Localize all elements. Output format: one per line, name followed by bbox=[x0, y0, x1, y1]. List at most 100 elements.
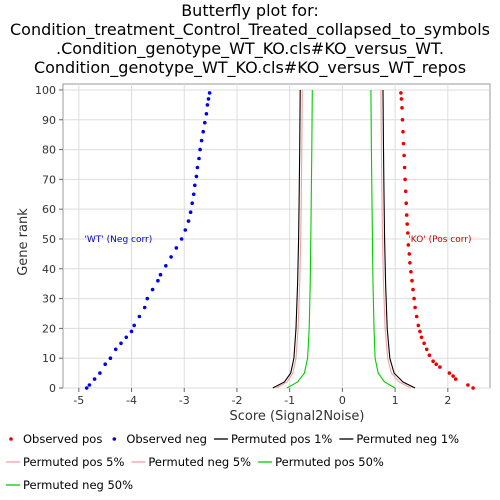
point-observed-pos bbox=[422, 341, 426, 346]
point-observed-pos bbox=[431, 359, 435, 364]
point-observed-neg bbox=[142, 305, 147, 310]
point-observed-neg bbox=[129, 329, 134, 334]
point-observed-pos bbox=[413, 305, 417, 310]
point-observed-neg bbox=[201, 129, 205, 134]
point-observed-neg bbox=[197, 156, 201, 161]
point-observed-neg bbox=[186, 219, 191, 223]
legend-marker-observed-neg bbox=[112, 437, 117, 441]
point-observed-pos bbox=[409, 270, 413, 274]
point-observed-neg bbox=[103, 362, 107, 367]
point-observed-pos bbox=[434, 362, 439, 367]
legend-label-permuted-pos-1-: Permuted pos 1% bbox=[231, 432, 332, 446]
point-observed-pos bbox=[416, 323, 421, 328]
point-observed-pos bbox=[400, 106, 404, 110]
title-line: Condition_treatment_Control_Treated_coll… bbox=[10, 20, 490, 40]
plot-frame bbox=[62, 83, 491, 389]
y-tick-label: 30 bbox=[42, 293, 56, 306]
point-observed-pos bbox=[403, 189, 408, 194]
point-observed-pos bbox=[419, 335, 424, 340]
point-observed-neg bbox=[193, 183, 197, 188]
point-observed-pos bbox=[399, 97, 404, 101]
x-tick-label: -4 bbox=[126, 394, 137, 407]
x-tick-label: 2 bbox=[444, 394, 451, 407]
y-tick-label: 0 bbox=[49, 382, 56, 395]
legend-label-permuted-neg-1-: Permuted neg 1% bbox=[356, 432, 459, 446]
legend-label-permuted-pos-5-: Permuted pos 5% bbox=[23, 455, 124, 469]
point-observed-pos bbox=[405, 222, 410, 226]
x-tick-label: -3 bbox=[179, 394, 190, 407]
point-observed-pos bbox=[401, 141, 406, 146]
point-observed-pos bbox=[407, 252, 412, 256]
title-line: Butterfly plot for: bbox=[181, 1, 319, 20]
point-observed-neg bbox=[156, 278, 160, 283]
point-observed-neg bbox=[199, 138, 204, 143]
y-tick-label: 100 bbox=[35, 84, 56, 97]
y-tick-label: 80 bbox=[42, 144, 56, 157]
title-line: Condition_genotype_WT_KO.cls#KO_versus_W… bbox=[34, 58, 466, 78]
point-observed-pos bbox=[399, 91, 403, 95]
series-line-permuted-neg-5- bbox=[276, 89, 303, 389]
point-observed-neg bbox=[124, 335, 129, 340]
point-observed-neg bbox=[145, 296, 150, 301]
point-observed-neg bbox=[108, 356, 113, 361]
series-line-permuted-pos-50- bbox=[370, 89, 396, 389]
point-observed-neg bbox=[188, 210, 193, 214]
point-observed-neg bbox=[205, 103, 210, 107]
point-observed-pos bbox=[466, 383, 470, 387]
legend: Observed pos Observed neg Permuted pos 1% P… bbox=[6, 432, 459, 492]
point-observed-pos bbox=[404, 201, 409, 205]
point-observed-pos bbox=[424, 347, 429, 352]
point-observed-neg bbox=[198, 147, 202, 152]
x-tick-label: -1 bbox=[284, 394, 295, 407]
annotation-label: 'WT' (Neg corr) bbox=[84, 235, 152, 245]
legend-label-permuted-neg-5-: Permuted neg 5% bbox=[148, 455, 251, 469]
point-observed-pos bbox=[410, 278, 414, 283]
point-observed-pos bbox=[427, 353, 432, 358]
point-observed-pos bbox=[418, 329, 422, 334]
point-observed-pos bbox=[406, 243, 411, 247]
point-observed-pos bbox=[412, 296, 416, 301]
point-observed-neg bbox=[169, 255, 173, 259]
point-observed-neg bbox=[98, 371, 102, 375]
point-observed-pos bbox=[438, 365, 442, 369]
x-tick-label: -5 bbox=[73, 394, 84, 407]
y-axis-label: Gene rank bbox=[16, 208, 31, 276]
point-observed-neg bbox=[132, 323, 136, 328]
point-observed-neg bbox=[191, 192, 196, 197]
y-tick-label: 10 bbox=[42, 352, 56, 365]
point-observed-pos bbox=[400, 118, 405, 122]
point-observed-neg bbox=[150, 287, 155, 292]
point-observed-neg bbox=[158, 272, 163, 277]
point-observed-neg bbox=[204, 112, 209, 116]
legend-marker-observed-pos bbox=[9, 437, 13, 441]
point-observed-pos bbox=[402, 153, 406, 158]
point-observed-neg bbox=[84, 386, 89, 390]
x-axis-label: Score (Signal2Noise) bbox=[230, 409, 365, 424]
point-observed-pos bbox=[453, 377, 458, 381]
point-observed-neg bbox=[203, 120, 207, 125]
point-observed-pos bbox=[447, 371, 452, 375]
point-observed-neg bbox=[183, 228, 188, 232]
title-line: .Condition_genotype_WT_KO.cls#KO_versus_… bbox=[56, 39, 444, 59]
point-observed-pos bbox=[402, 165, 407, 170]
legend-label-observed-pos: Observed pos bbox=[23, 432, 102, 446]
x-tick-label: -2 bbox=[231, 394, 242, 407]
y-tick-label: 90 bbox=[42, 114, 56, 127]
point-observed-pos bbox=[408, 261, 412, 265]
y-tick-label: 60 bbox=[42, 203, 56, 216]
point-observed-pos bbox=[411, 287, 415, 292]
legend-label-permuted-neg-50-: Permuted neg 50% bbox=[23, 478, 133, 492]
point-observed-neg bbox=[87, 383, 92, 387]
annotation-label: 'KO' (Pos corr) bbox=[408, 235, 471, 245]
point-observed-neg bbox=[194, 174, 199, 179]
point-observed-neg bbox=[119, 341, 123, 346]
point-observed-neg bbox=[92, 377, 97, 381]
point-observed-pos bbox=[401, 129, 405, 134]
point-observed-pos bbox=[403, 177, 407, 182]
point-observed-pos bbox=[471, 386, 475, 390]
x-tick-label: 1 bbox=[392, 394, 399, 407]
point-observed-neg bbox=[113, 347, 118, 352]
point-observed-neg bbox=[179, 237, 184, 241]
x-tick-label: 0 bbox=[339, 394, 346, 407]
